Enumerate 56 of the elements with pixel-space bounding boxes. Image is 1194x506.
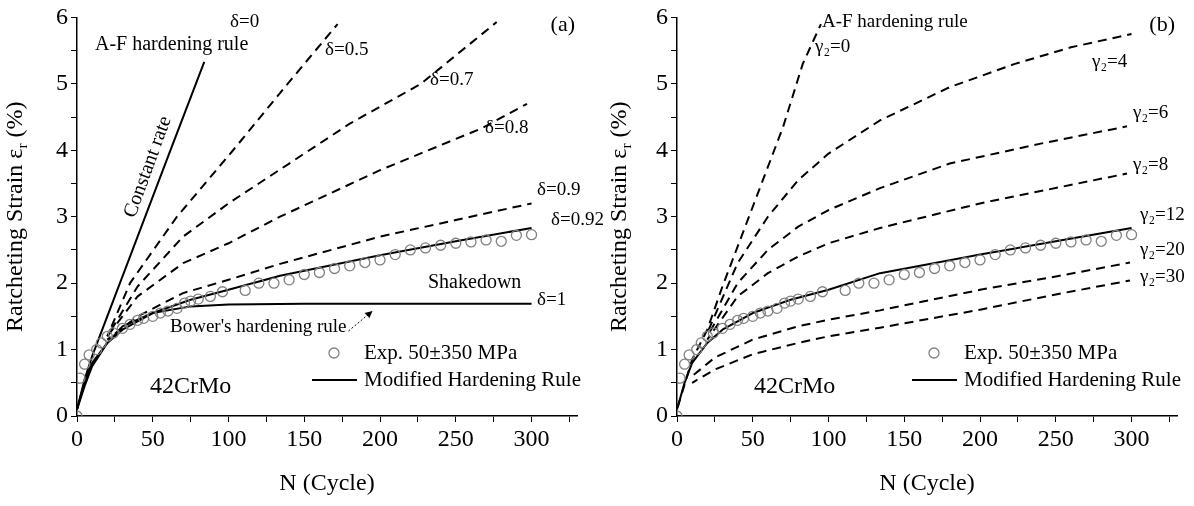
x-tick-label: 150 xyxy=(286,424,323,451)
annotation: (a) xyxy=(550,10,575,36)
annotation: A-F hardening rule xyxy=(822,9,968,31)
annotation: δ=0.8 xyxy=(485,115,529,137)
y-tick-label: 4 xyxy=(656,135,668,162)
x-tick-label: 300 xyxy=(1113,424,1150,451)
annotation: γ₂=4 xyxy=(1091,49,1128,71)
annotation: γ₂=0 xyxy=(814,34,851,56)
annotation: δ=0.7 xyxy=(430,67,474,89)
y-tick-label: 2 xyxy=(56,268,68,295)
x-tick-label: 100 xyxy=(810,424,847,451)
y-tick-label: 5 xyxy=(56,69,68,96)
y-tick-label: 0 xyxy=(656,401,668,428)
annotation: A-F hardening rule xyxy=(95,32,249,56)
x-tick-label: 50 xyxy=(740,424,765,451)
x-tick-label: 300 xyxy=(513,424,550,451)
annotation: (b) xyxy=(1149,10,1175,36)
annotation: γ₂=12 xyxy=(1139,202,1185,224)
legend-label: Exp. 50±350 MPa xyxy=(364,339,518,364)
x-axis-title: N (Cycle) xyxy=(879,469,975,496)
annotation: γ₂=6 xyxy=(1132,100,1169,122)
annotation: 42CrMo xyxy=(754,372,836,399)
annotation: γ₂=20 xyxy=(1139,237,1185,259)
annotation: 42CrMo xyxy=(150,372,232,399)
annotation: γ₂=8 xyxy=(1132,152,1169,174)
x-tick-label: 200 xyxy=(962,424,999,451)
x-axis-title: N (Cycle) xyxy=(279,469,375,496)
y-tick-label: 5 xyxy=(656,69,668,96)
y-axis-title: Ratcheting Strain εr (%) xyxy=(1,101,31,332)
x-tick-label: 250 xyxy=(1037,424,1074,451)
annotation: δ=0 xyxy=(230,9,260,31)
annotation: δ=0.9 xyxy=(537,177,581,199)
legend-label: Modified Hardening Rule xyxy=(364,366,581,391)
legend-label: Modified Hardening Rule xyxy=(964,366,1181,391)
annotation: δ=1 xyxy=(537,287,567,309)
y-tick-label: 2 xyxy=(656,268,668,295)
y-tick-label: 0 xyxy=(56,401,68,428)
x-tick-label: 100 xyxy=(210,424,247,451)
y-tick-label: 4 xyxy=(56,135,68,162)
annotation: δ=0.92 xyxy=(551,207,604,229)
y-tick-label: 3 xyxy=(56,202,68,228)
x-tick-label: 250 xyxy=(437,424,474,451)
annotation: Shakedown xyxy=(428,270,522,293)
x-tick-label: 50 xyxy=(140,424,165,451)
y-axis-title: Ratcheting Strain εr (%) xyxy=(605,101,635,332)
x-tick-label: 200 xyxy=(362,424,399,451)
annotation: δ=0.5 xyxy=(325,37,369,59)
legend-label: Exp. 50±350 MPa xyxy=(964,339,1118,364)
y-tick-label: 1 xyxy=(656,334,668,361)
annotation: Bower's hardening rule xyxy=(170,314,347,336)
y-tick-label: 1 xyxy=(56,334,68,361)
x-tick-label: 150 xyxy=(886,424,923,451)
annotation: γ₂=30 xyxy=(1139,264,1185,286)
y-tick-label: 3 xyxy=(656,202,668,228)
y-tick-label: 6 xyxy=(656,2,668,29)
y-tick-label: 6 xyxy=(56,2,68,29)
